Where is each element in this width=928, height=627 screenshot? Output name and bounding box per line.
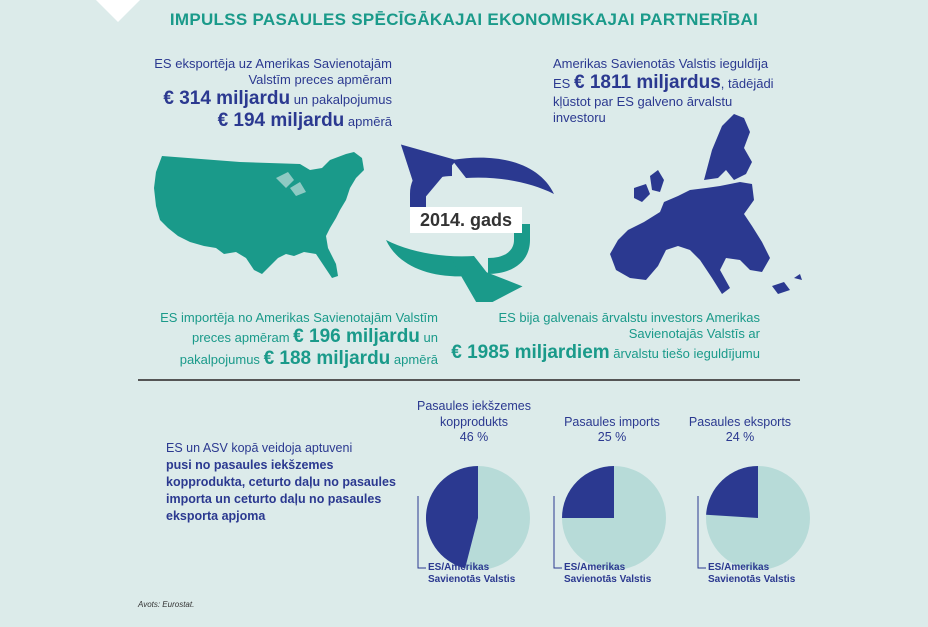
europe-map [610,114,802,294]
source-note: Avots: Eurostat. [138,600,195,609]
pie-1-label-line2: kopprodukts [439,415,509,429]
summary-text: ES un ASV kopā veidoja aptuveni pusi no … [166,440,396,525]
pie-gdp-share-slice [425,466,478,569]
pie-imports [553,466,666,570]
eu-investor-line2: Savienotajās Valstīs ar [628,326,760,341]
year-label: 2014. gads [410,207,522,233]
import-services-value: € 188 miljardu [263,348,391,369]
import-goods-value: € 196 miljardu [293,326,420,347]
export-line1: ES eksportēja uz Amerikas Savienotajām [154,56,392,71]
pie-3-legend-line1: ES/Amerikas [708,562,770,573]
import-line2-prefix: preces apmēram [192,330,290,345]
pie-3-label-line2: Pasaules eksports [688,415,792,429]
pie-gdp-legend-line [417,496,426,569]
pie-1-label-line1: Pasaules iekšzemes [417,399,531,413]
corner-notch [96,0,140,22]
exchange-arrows [386,144,554,302]
pie-2-legend-line1: ES/Amerikas [564,562,626,573]
import-suffix: apmērā [393,352,438,367]
pie-gdp [417,466,530,570]
eu-investor-value: € 1985 miljardiem [451,342,610,363]
import-line1: ES importēja no Amerikas Savienotajām Va… [160,310,438,325]
export-goods-value: € 314 miljardu [163,88,291,109]
pie-exports-legend-line [697,496,706,569]
pie-header-1: Pasaules iekšzemes kopprodukts 46 % [410,398,538,444]
pie-exports-share-slice [706,466,758,518]
pie-3-percent: 24 % [725,430,755,444]
investment-line4: investoru [553,110,606,125]
export-services-value: € 194 miljardu [217,110,345,131]
import-line3-prefix: pakalpojumus [179,352,260,367]
export-suffix: apmērā [347,114,392,129]
export-services-prefix: un pakalpojumus [293,92,392,107]
pie-1-legend-line2: Savienotās Valstis [428,574,516,585]
pie-1-legend-line1: ES/Amerikas [428,562,490,573]
pie-3-legend: ES/Amerikas Savienotās Valstis [708,562,795,586]
pie-2-label-line2: Pasaules imports [564,415,660,429]
import-line2-suffix: un [423,330,438,345]
investment-prefix: ES [553,76,571,91]
investment-block: Amerikas Savienotās Valstis ieguldīja ES… [553,56,813,126]
eu-investor-suffix: ārvalstu tiešo ieguldījumu [613,346,760,361]
pie-2-legend: ES/Amerikas Savienotās Valstis [564,562,651,586]
investment-line1: Amerikas Savienotās Valstis ieguldīja [553,56,769,71]
eu-investor-block: ES bija galvenais ārvalstu investors Ame… [440,310,760,364]
divider [138,379,800,381]
pie-2-percent: 25 % [597,430,627,444]
usa-map [154,152,364,278]
summary-bold: pusi no pasaules iekšzemes kopprodukta, … [166,458,396,523]
pie-header-2: Pasaules imports 25 % [548,398,676,444]
export-line2: Valstīm preces apmēram [248,72,392,87]
pie-2-legend-line2: Savienotās Valstis [564,574,652,585]
investment-suffix: , tādējādi [720,76,774,91]
eu-investor-line1: ES bija galvenais ārvalstu investors Ame… [498,310,760,325]
pie-3-legend-line2: Savienotās Valstis [708,574,796,585]
investment-line3: kļūstot par ES galveno ārvalstu [553,94,733,109]
export-block: ES eksportēja uz Amerikas Savienotajām V… [110,56,392,132]
page-title: IMPULSS PASAULES SPĒCĪGĀKAJAI EKONOMISKA… [169,10,759,29]
pie-header-3: Pasaules eksports 24 % [676,398,804,444]
investment-value: € 1811 miljardus [573,72,721,93]
pie-imports-legend-line [553,496,562,569]
pie-1-legend: ES/Amerikas Savienotās Valstis [428,562,515,586]
pie-exports [697,466,810,570]
pie-imports-share-slice [562,466,614,518]
summary-line1: ES un ASV kopā veidoja aptuveni [166,441,353,455]
import-block: ES importēja no Amerikas Savienotajām Va… [110,310,438,370]
pie-1-percent: 46 % [459,430,489,444]
